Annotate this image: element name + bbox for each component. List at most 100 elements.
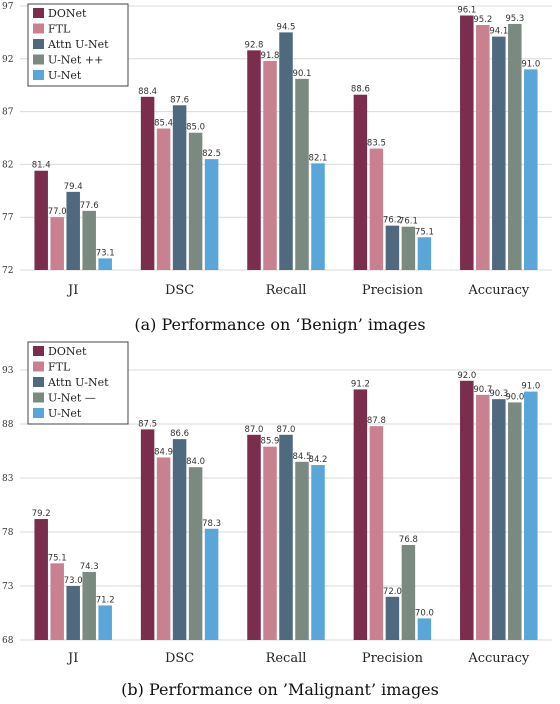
data-label: 94.5 — [277, 22, 296, 32]
data-label: 70.0 — [415, 608, 434, 618]
y-tick-labels: 68 73 78 83 88 93 — [2, 366, 14, 646]
legend-swatch — [33, 361, 44, 372]
data-label: 82.5 — [202, 149, 221, 159]
category-label: Precision — [362, 651, 424, 666]
bar — [508, 402, 522, 640]
category-label: Accuracy — [467, 283, 530, 298]
category-labels: JI DSC Recall Precision Accuracy — [66, 283, 530, 298]
legend-label: DONet — [48, 7, 87, 20]
bar — [476, 25, 490, 271]
legend-label: FTL — [48, 23, 71, 36]
data-label: 87.5 — [138, 419, 157, 429]
data-label: 84.0 — [186, 457, 205, 467]
data-label: 94.1 — [489, 27, 508, 37]
data-label: 90.1 — [293, 69, 312, 79]
bar — [401, 544, 416, 640]
bar — [385, 596, 400, 640]
bar — [34, 519, 48, 640]
malignant-performance-chart: 79.2 75.1 73.0 74.3 71.2 87.5 84.9 86.6 84.0 78.3… — [2, 341, 552, 699]
data-label: 72.0 — [383, 587, 402, 597]
category-label: Precision — [362, 283, 424, 298]
data-label: 92.0 — [457, 371, 476, 381]
data-label: 84.5 — [293, 452, 312, 462]
legend: DONet FTL Attn U-Net U-Net — U-Net — [27, 341, 129, 425]
data-label: 75.1 — [48, 553, 67, 563]
bar — [279, 32, 293, 271]
bar — [508, 23, 522, 271]
bar — [369, 148, 384, 270]
y-tick-label: 87 — [2, 108, 14, 118]
legend-label: FTL — [48, 361, 71, 374]
chart-caption: (b) Performance on ’Malignant’ images — [121, 680, 439, 699]
data-label: 84.2 — [309, 455, 328, 465]
legend-label: Attn U-Net — [47, 376, 109, 389]
bar — [492, 36, 506, 271]
bar — [460, 380, 474, 640]
bar — [401, 226, 416, 270]
category-label: JI — [66, 651, 78, 666]
bar — [247, 50, 261, 270]
bar — [311, 163, 325, 270]
data-label: 77.0 — [48, 207, 67, 217]
data-label: 86.6 — [170, 429, 189, 439]
y-tick-label: 92 — [2, 55, 13, 65]
category-label: Recall — [266, 283, 307, 298]
data-label: 85.4 — [154, 118, 173, 128]
legend-swatch — [33, 39, 44, 49]
data-label: 91.8 — [261, 51, 280, 61]
y-tick-label: 78 — [2, 528, 14, 538]
y-tick-label: 82 — [2, 160, 13, 170]
y-tick-label: 88 — [2, 420, 14, 430]
bar — [188, 132, 203, 270]
data-label: 91.2 — [351, 379, 370, 389]
bar — [98, 258, 112, 270]
data-label: 95.2 — [473, 15, 492, 25]
data-label: 74.3 — [80, 562, 99, 572]
y-tick-label: 83 — [2, 474, 14, 484]
data-label: 85.0 — [186, 123, 205, 133]
bar — [295, 78, 309, 270]
bar — [204, 528, 219, 640]
bar — [140, 429, 155, 640]
bar — [156, 128, 171, 270]
benign-performance-chart: 81.4 77.0 79.4 77.6 73.1 88.4 85.4 87.6 85.0 82.5… — [2, 2, 552, 334]
category-label: Accuracy — [467, 651, 530, 666]
legend-label: Attn U-Net — [47, 38, 109, 51]
bar — [82, 571, 96, 640]
legend-label: DONet — [48, 345, 87, 358]
bar — [247, 434, 261, 640]
data-label: 76.1 — [399, 217, 418, 227]
legend-swatch — [33, 408, 44, 418]
legend-label: U-Net ++ — [48, 54, 103, 67]
bar — [140, 96, 155, 270]
bar — [66, 191, 80, 270]
category-label: DSC — [165, 283, 194, 298]
category-label: Recall — [266, 651, 307, 666]
data-label: 82.1 — [309, 153, 328, 163]
y-tick-labels: 72 77 82 87 92 97 — [2, 2, 14, 276]
data-label: 90.0 — [505, 392, 524, 402]
bar — [385, 225, 400, 270]
data-label: 90.3 — [489, 389, 508, 399]
y-tick-label: 93 — [2, 366, 14, 376]
category-label: JI — [66, 283, 78, 298]
legend-label: U-Net — — [48, 392, 96, 405]
bar — [263, 446, 277, 640]
bar — [263, 60, 277, 270]
data-label: 73.1 — [96, 248, 115, 258]
bar — [311, 465, 325, 640]
data-label: 87.0 — [277, 425, 296, 435]
data-label: 79.2 — [32, 509, 51, 519]
bar — [50, 217, 64, 270]
bar — [34, 170, 48, 270]
value-labels: 79.2 75.1 73.0 74.3 71.2 87.5 84.9 86.6 84.0 78.3… — [32, 371, 541, 619]
legend-box — [27, 3, 129, 87]
data-label: 90.7 — [473, 385, 492, 395]
bar — [417, 618, 432, 640]
y-tick-label: 72 — [2, 266, 13, 276]
data-label: 88.4 — [138, 87, 157, 97]
value-labels: 81.4 77.0 79.4 77.6 73.1 88.4 85.4 87.6 85.0 82.5… — [32, 6, 541, 259]
data-label: 92.8 — [245, 40, 264, 50]
y-tick-label: 97 — [2, 2, 14, 12]
bar — [369, 426, 384, 640]
